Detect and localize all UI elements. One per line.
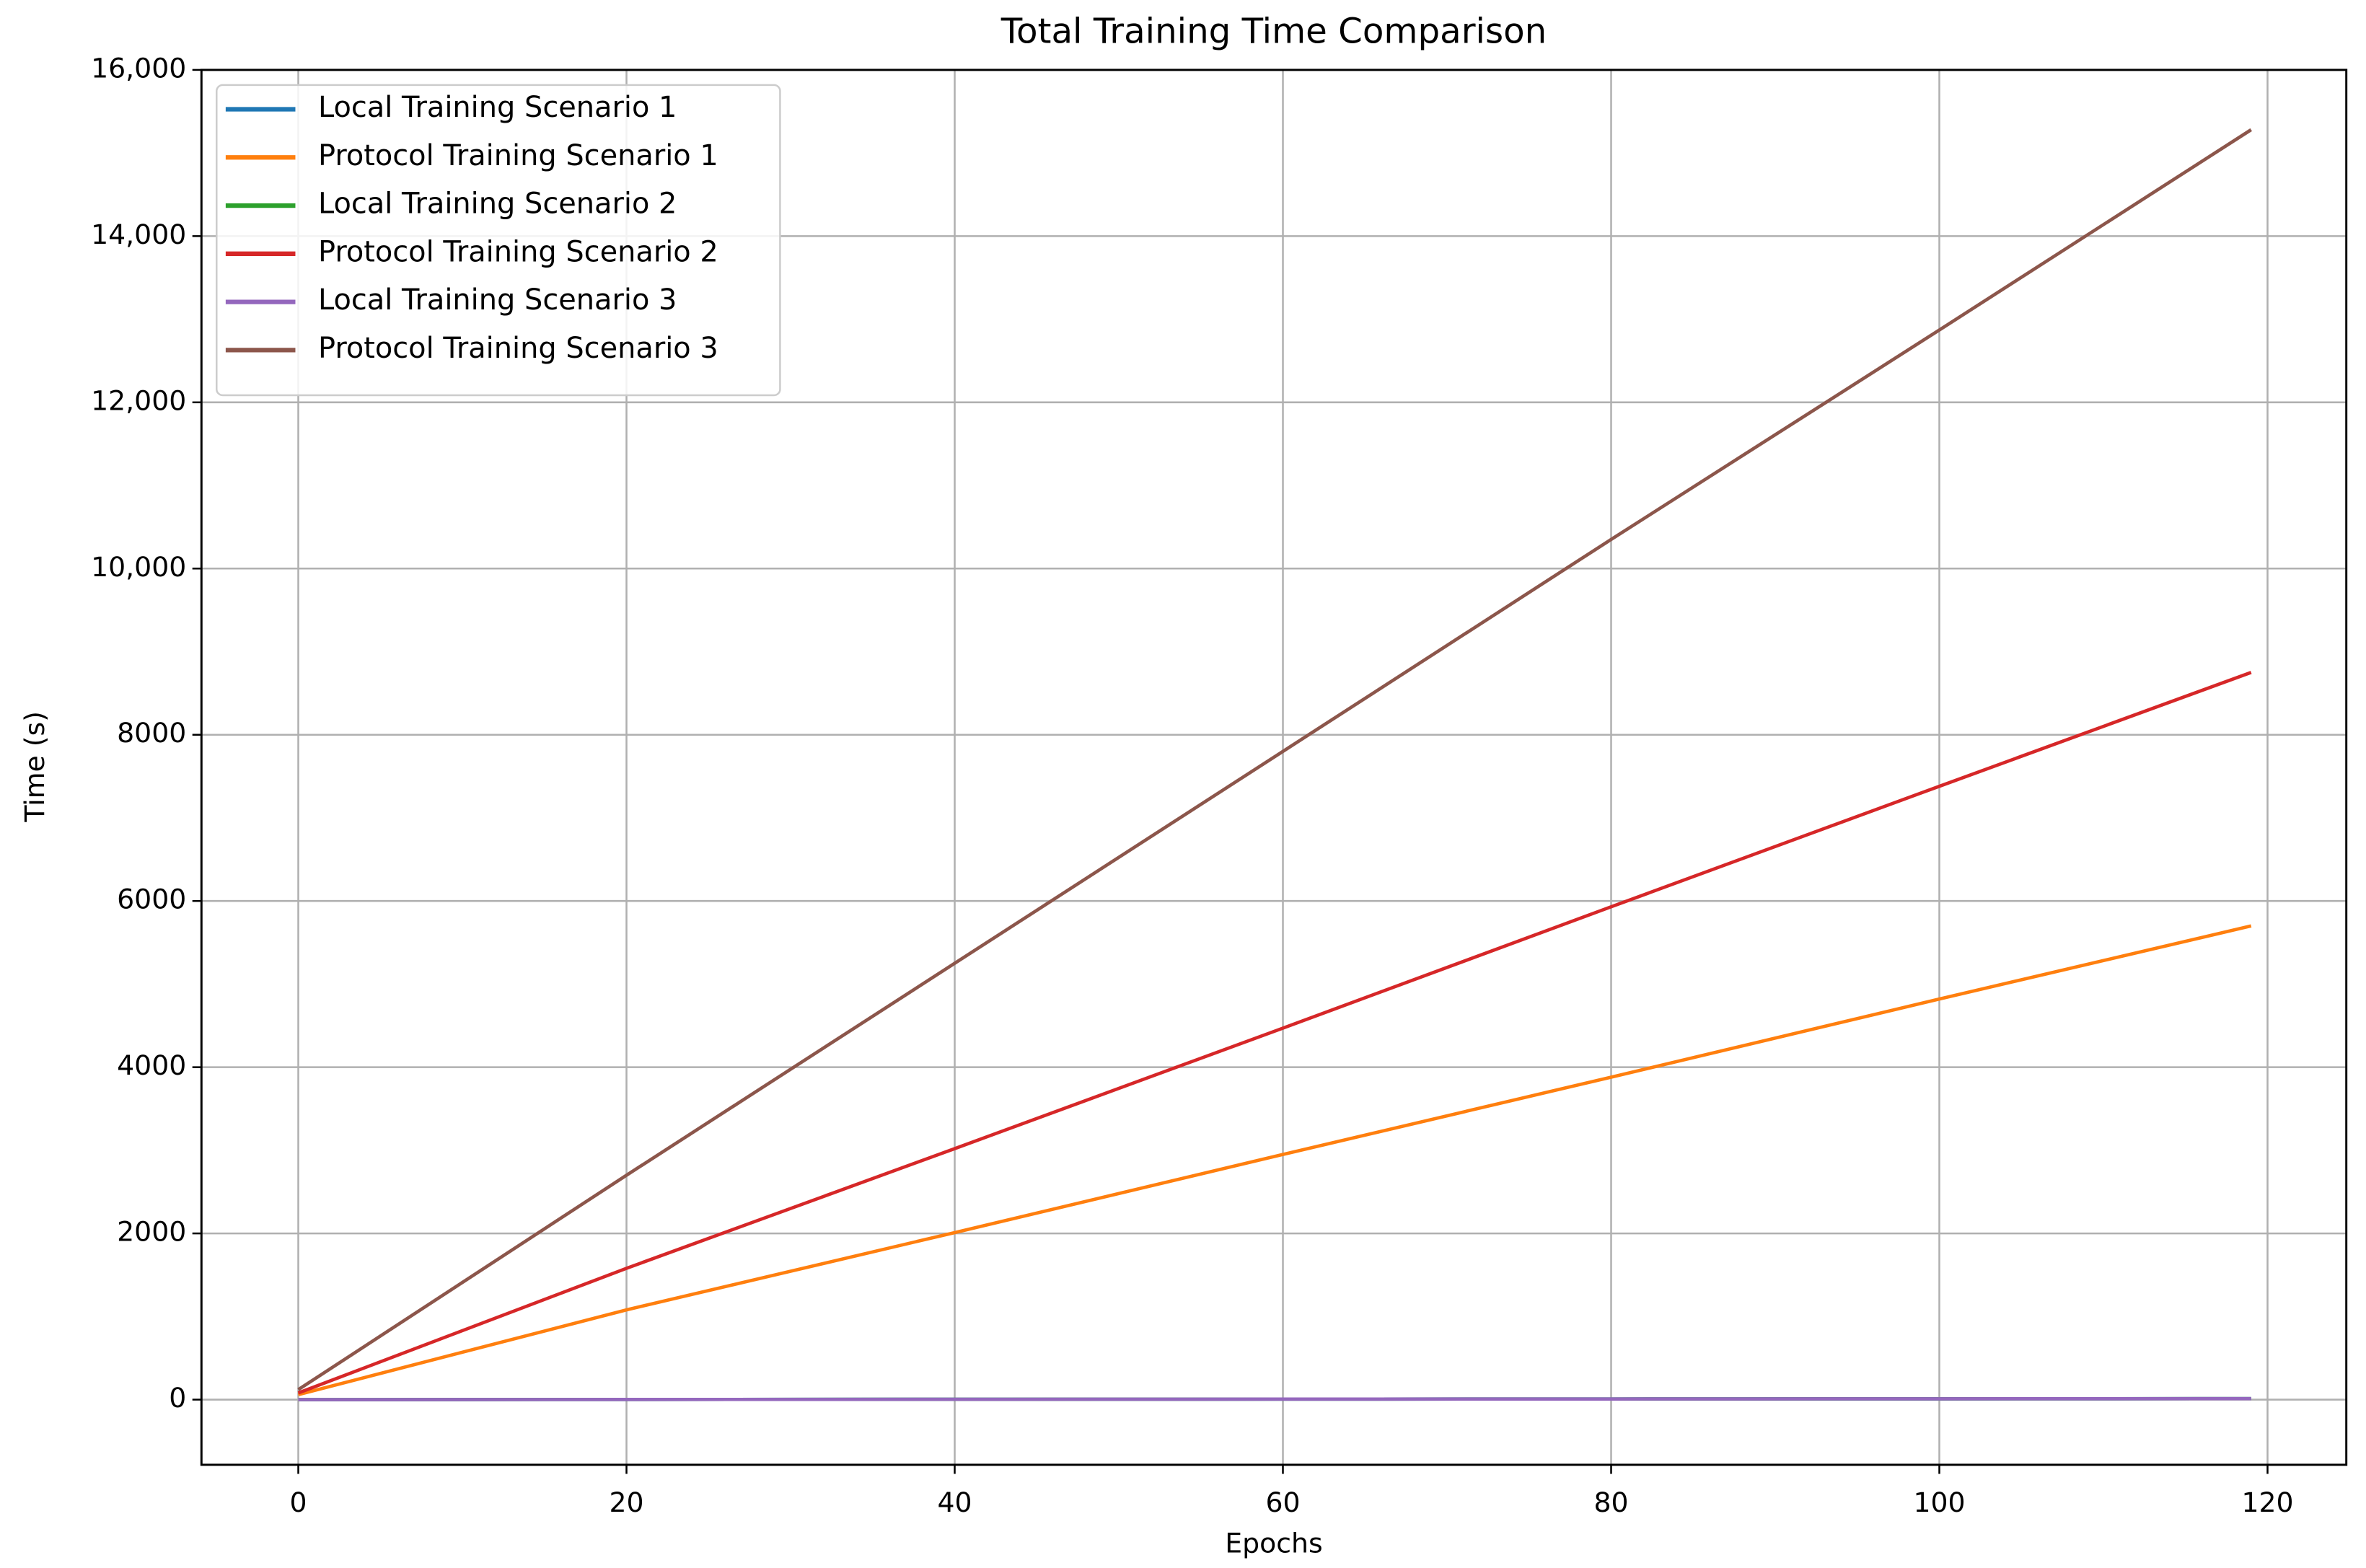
x-axis-label: Epochs — [1225, 1528, 1322, 1559]
legend-label: Protocol Training Scenario 2 — [318, 235, 718, 268]
y-tick-label: 14,000 — [91, 219, 186, 250]
x-tick-label: 40 — [937, 1486, 972, 1518]
legend: Local Training Scenario 1 Protocol Traini… — [216, 84, 781, 397]
y-tick-label: 0 — [169, 1382, 186, 1414]
y-axis-label: Time (s) — [19, 711, 50, 823]
series-line — [297, 671, 2252, 1395]
x-tick-label: 120 — [2241, 1486, 2293, 1518]
y-tick-label: 6000 — [117, 884, 186, 915]
chart-title: Total Training Time Comparison — [1001, 12, 1547, 52]
y-tick-label: 16,000 — [91, 52, 186, 84]
y-tick-label: 4000 — [117, 1049, 186, 1081]
x-tick-label: 60 — [1265, 1486, 1300, 1518]
x-tick-label: 80 — [1593, 1486, 1628, 1518]
x-tick-label: 0 — [289, 1486, 307, 1518]
x-tick-label: 100 — [1913, 1486, 1965, 1518]
y-tick-label: 12,000 — [91, 384, 186, 416]
legend-label: Protocol Training Scenario 1 — [318, 139, 718, 172]
series-line — [297, 924, 2252, 1396]
series-line — [297, 128, 2253, 1391]
legend-label: Local Training Scenario 2 — [318, 188, 677, 221]
legend-label: Protocol Training Scenario 3 — [318, 332, 718, 365]
y-tick-label: 10,000 — [91, 551, 186, 583]
y-tick-label: 8000 — [117, 717, 186, 749]
legend-label: Local Training Scenario 3 — [318, 283, 677, 317]
plot-frame — [200, 69, 2348, 1466]
x-tick-label: 20 — [609, 1486, 643, 1518]
legend-box — [216, 84, 781, 397]
y-tick-label: 2000 — [117, 1216, 186, 1248]
legend-label: Local Training Scenario 1 — [318, 91, 677, 124]
